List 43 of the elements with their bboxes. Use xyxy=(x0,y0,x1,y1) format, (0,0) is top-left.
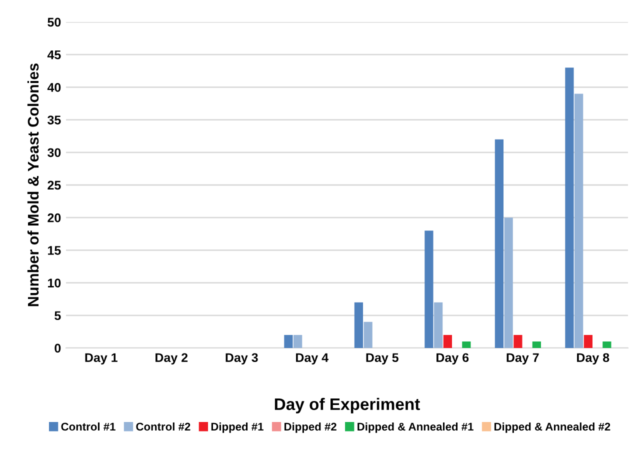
legend-label: Dipped & Annealed #1 xyxy=(358,422,474,433)
legend-label: Control #2 xyxy=(136,422,190,431)
x-tick-label: Day 4 xyxy=(296,353,328,365)
bar xyxy=(565,68,574,348)
x-tick-label: Day 3 xyxy=(226,353,258,365)
y-tick-label: 30 xyxy=(48,148,61,158)
y-tick-label: 15 xyxy=(48,246,61,255)
y-tick-label: 0 xyxy=(54,344,61,353)
y-tick-label: 45 xyxy=(47,50,61,60)
x-tick-label: Day 8 xyxy=(577,353,610,365)
y-tick-label: 20 xyxy=(48,213,61,222)
bar xyxy=(443,334,452,348)
bar xyxy=(494,139,504,348)
bar xyxy=(514,334,522,348)
bar xyxy=(462,341,471,348)
x-tick-label: Day 5 xyxy=(366,353,398,365)
y-tick-label: 25 xyxy=(48,180,61,190)
bar xyxy=(532,341,541,348)
y-axis-title: Number of Mold & Yeast Colonies xyxy=(27,64,39,306)
bar xyxy=(424,230,434,348)
bar xyxy=(504,218,513,348)
x-axis-title: Day of Experiment xyxy=(274,398,420,414)
bar xyxy=(364,322,372,348)
legend-label: Dipped #2 xyxy=(284,422,336,433)
legend-label: Dipped #1 xyxy=(211,422,264,433)
bar xyxy=(434,302,443,348)
bar xyxy=(294,334,302,348)
legend-label: Dipped & Annealed #2 xyxy=(494,422,610,433)
y-tick-label: 35 xyxy=(48,116,61,124)
bar xyxy=(584,334,592,348)
bar xyxy=(354,302,364,348)
bar xyxy=(284,334,293,348)
x-tick-label: Day 7 xyxy=(506,353,539,365)
y-tick-label: 10 xyxy=(48,278,61,288)
x-tick-label: Day 6 xyxy=(436,353,469,365)
bar xyxy=(574,94,584,348)
legend-label: Control #1 xyxy=(61,422,116,431)
y-tick-label: 5 xyxy=(54,311,61,320)
y-tick-label: 50 xyxy=(48,18,61,27)
y-tick-label: 40 xyxy=(47,83,61,92)
bar xyxy=(602,341,612,348)
x-tick-label: Day 1 xyxy=(85,353,118,365)
x-tick-label: Day 2 xyxy=(156,353,188,365)
